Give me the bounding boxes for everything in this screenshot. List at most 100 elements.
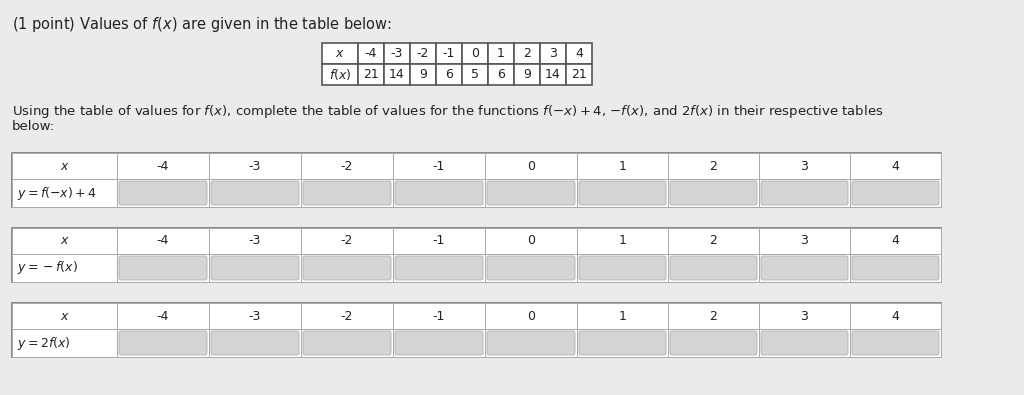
Text: 1: 1 [618, 235, 627, 248]
Bar [436, 64, 462, 85]
Bar [117, 153, 209, 179]
Text: -3: -3 [391, 47, 403, 60]
Text: Using the table of values for $f(x)$, complete the table of values for the funct: Using the table of values for $f(x)$, co… [12, 103, 884, 120]
FancyBboxPatch shape [761, 331, 848, 355]
Bar [485, 303, 577, 329]
Bar [436, 43, 462, 64]
Bar [393, 303, 485, 329]
Text: 0: 0 [527, 235, 535, 248]
Bar [850, 153, 941, 179]
Text: $x$: $x$ [59, 310, 70, 322]
Bar [301, 153, 393, 179]
Text: 4: 4 [892, 310, 899, 322]
Bar [850, 179, 941, 207]
Text: -2: -2 [341, 160, 353, 173]
FancyBboxPatch shape [211, 181, 299, 205]
Text: -3: -3 [249, 235, 261, 248]
FancyBboxPatch shape [119, 181, 207, 205]
Bar [322, 43, 358, 64]
Bar [117, 254, 209, 282]
Bar [577, 254, 668, 282]
Text: -1: -1 [433, 310, 445, 322]
Text: -1: -1 [442, 47, 456, 60]
Bar [117, 179, 209, 207]
Bar [12, 228, 117, 254]
FancyBboxPatch shape [761, 256, 848, 280]
Bar [759, 228, 850, 254]
Text: 6: 6 [497, 68, 505, 81]
FancyBboxPatch shape [395, 331, 483, 355]
FancyBboxPatch shape [761, 181, 848, 205]
Text: 0: 0 [527, 160, 535, 173]
Bar [485, 254, 577, 282]
FancyBboxPatch shape [303, 331, 391, 355]
Text: 0: 0 [471, 47, 479, 60]
Text: -4: -4 [157, 160, 169, 173]
Text: $x$: $x$ [335, 47, 345, 60]
Bar [410, 64, 436, 85]
Bar [759, 303, 850, 329]
FancyBboxPatch shape [579, 331, 666, 355]
Text: $y = f(-x) + 4$: $y = f(-x) + 4$ [17, 184, 96, 201]
Bar [485, 179, 577, 207]
Text: -1: -1 [433, 160, 445, 173]
FancyBboxPatch shape [852, 331, 939, 355]
Bar [384, 64, 410, 85]
Bar [12, 153, 117, 179]
Bar [759, 179, 850, 207]
Text: 4: 4 [575, 47, 583, 60]
Bar [540, 64, 566, 85]
Bar [209, 179, 301, 207]
Bar [410, 43, 436, 64]
Text: -1: -1 [433, 235, 445, 248]
Bar [485, 329, 577, 357]
Text: -2: -2 [417, 47, 429, 60]
Bar [358, 64, 384, 85]
Bar [759, 254, 850, 282]
Bar [393, 179, 485, 207]
FancyBboxPatch shape [303, 181, 391, 205]
Bar [668, 329, 759, 357]
Text: 0: 0 [527, 310, 535, 322]
FancyBboxPatch shape [303, 256, 391, 280]
Text: (1 point) Values of $f(x)$ are given in the table below:: (1 point) Values of $f(x)$ are given in … [12, 15, 392, 34]
Bar [668, 303, 759, 329]
FancyBboxPatch shape [579, 181, 666, 205]
Bar [566, 64, 592, 85]
FancyBboxPatch shape [487, 256, 575, 280]
Bar [488, 43, 514, 64]
Bar [850, 303, 941, 329]
Text: -3: -3 [249, 310, 261, 322]
FancyBboxPatch shape [852, 181, 939, 205]
Bar [12, 179, 117, 207]
Bar [485, 153, 577, 179]
Text: -4: -4 [157, 235, 169, 248]
Bar [209, 254, 301, 282]
Text: 4: 4 [892, 160, 899, 173]
Bar [12, 153, 941, 207]
Text: 3: 3 [801, 235, 808, 248]
Bar [850, 254, 941, 282]
Text: $x$: $x$ [59, 160, 70, 173]
Text: 2: 2 [710, 310, 718, 322]
Bar [577, 153, 668, 179]
Text: $y = 2f(x)$: $y = 2f(x)$ [17, 335, 71, 352]
Bar [301, 179, 393, 207]
Bar [668, 179, 759, 207]
Text: 1: 1 [618, 310, 627, 322]
Text: $y = -f(x)$: $y = -f(x)$ [17, 260, 78, 276]
FancyBboxPatch shape [395, 181, 483, 205]
Text: 3: 3 [801, 310, 808, 322]
Bar [12, 254, 117, 282]
FancyBboxPatch shape [487, 181, 575, 205]
Bar [577, 303, 668, 329]
Bar [668, 153, 759, 179]
Bar [12, 303, 941, 357]
Text: 14: 14 [545, 68, 561, 81]
Bar [12, 303, 117, 329]
FancyBboxPatch shape [852, 256, 939, 280]
Bar [209, 329, 301, 357]
Text: -4: -4 [365, 47, 377, 60]
Text: -2: -2 [341, 235, 353, 248]
Text: 9: 9 [523, 68, 530, 81]
